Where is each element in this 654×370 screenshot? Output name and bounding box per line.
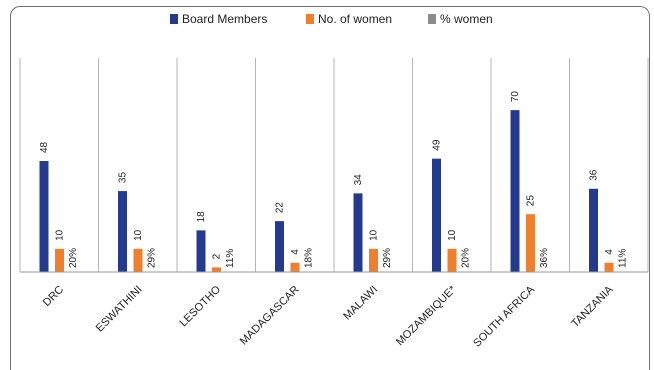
- bars: [39, 110, 614, 272]
- data-label-no-of-women-eswathini: 10: [133, 229, 144, 241]
- data-label-no-of-women-mozambique: 10: [447, 229, 458, 241]
- x-tick-label-drc: DRC: [41, 284, 66, 309]
- x-tick-label-madagascar: MADAGASCAR: [238, 284, 302, 348]
- data-label-no-of-women-south-africa: 25: [526, 195, 537, 207]
- bar-board-members-madagascar: [275, 221, 284, 272]
- data-label-no-of-women-madagascar: 4: [290, 249, 301, 255]
- data-label-no-of-women-malawi: 10: [369, 229, 380, 241]
- data-label-women-eswathini: 29%: [147, 248, 158, 268]
- data-label-board-members-south-africa: 70: [510, 91, 521, 103]
- data-label-board-members-madagascar: 22: [275, 202, 286, 214]
- legend-swatch-no-of-women: [306, 14, 314, 24]
- data-label-women-madagascar: 18%: [304, 248, 315, 268]
- bar-board-members-lesotho: [196, 230, 206, 272]
- bar-board-members-tanzania: [589, 188, 598, 272]
- data-label-women-mozambique: 20%: [461, 248, 472, 268]
- legend-swatch-women: [428, 14, 436, 24]
- bar-board-members-malawi: [353, 193, 363, 272]
- data-label-women-tanzania: 11%: [618, 249, 629, 268]
- bar-no-of-women-eswathini: [133, 248, 143, 272]
- bar-no-of-women-tanzania: [604, 262, 614, 272]
- data-label-board-members-malawi: 34: [353, 174, 364, 186]
- bar-no-of-women-malawi: [369, 248, 378, 272]
- bar-board-members-mozambique: [432, 158, 441, 272]
- legend-swatch-board-members: [170, 14, 178, 24]
- data-label-board-members-mozambique: 49: [432, 139, 443, 151]
- data-label-women-malawi: 29%: [382, 248, 393, 268]
- bar-no-of-women-mozambique: [447, 248, 457, 272]
- data-label-board-members-lesotho: 18: [196, 211, 207, 223]
- bar-board-members-south-africa: [510, 110, 520, 272]
- bar-no-of-women-madagascar: [290, 262, 300, 272]
- data-label-no-of-women-lesotho: 2: [212, 253, 223, 259]
- bar-board-members-drc: [39, 161, 49, 272]
- data-label-women-south-africa: 36%: [539, 248, 550, 268]
- bar-no-of-women-south-africa: [526, 214, 535, 272]
- data-label-board-members-tanzania: 36: [589, 169, 600, 181]
- x-axis-tick-labels: DRC ESWATHINI LESOTHO MADAGASCAR MALAWI MOZAM…: [41, 283, 616, 349]
- data-label-no-of-women-drc: 10: [55, 229, 66, 241]
- chart-frame: [10, 6, 650, 370]
- data-label-board-members-eswathini: 35: [118, 172, 129, 184]
- category-dividers: [19, 58, 649, 272]
- x-tick-label-lesotho: LESOTHO: [177, 283, 223, 329]
- x-tick-label-south-africa: SOUTH AFRICA: [471, 283, 537, 349]
- data-label-women-drc: 20%: [68, 248, 79, 268]
- x-tick-label-malawi: MALAWI: [341, 284, 380, 323]
- legend: Board Members No. of women % women: [170, 12, 493, 26]
- data-label-board-members-drc: 48: [39, 141, 50, 153]
- legend-label-board-members: Board Members: [182, 12, 267, 26]
- data-label-women-lesotho: 11%: [225, 249, 236, 268]
- x-tick-label-tanzania: TANZANIA: [569, 283, 616, 330]
- legend-label-no-of-women: No. of women: [318, 12, 392, 26]
- x-tick-label-mozambique: MOZAMBIQUE*: [394, 283, 459, 348]
- bar-no-of-women-lesotho: [212, 267, 221, 272]
- legend-label-women: % women: [440, 12, 493, 26]
- bar-no-of-women-drc: [55, 248, 64, 272]
- bar-board-members-eswathini: [118, 191, 127, 272]
- data-label-no-of-women-tanzania: 4: [604, 249, 615, 255]
- x-tick-label-eswathini: ESWATHINI: [94, 284, 145, 335]
